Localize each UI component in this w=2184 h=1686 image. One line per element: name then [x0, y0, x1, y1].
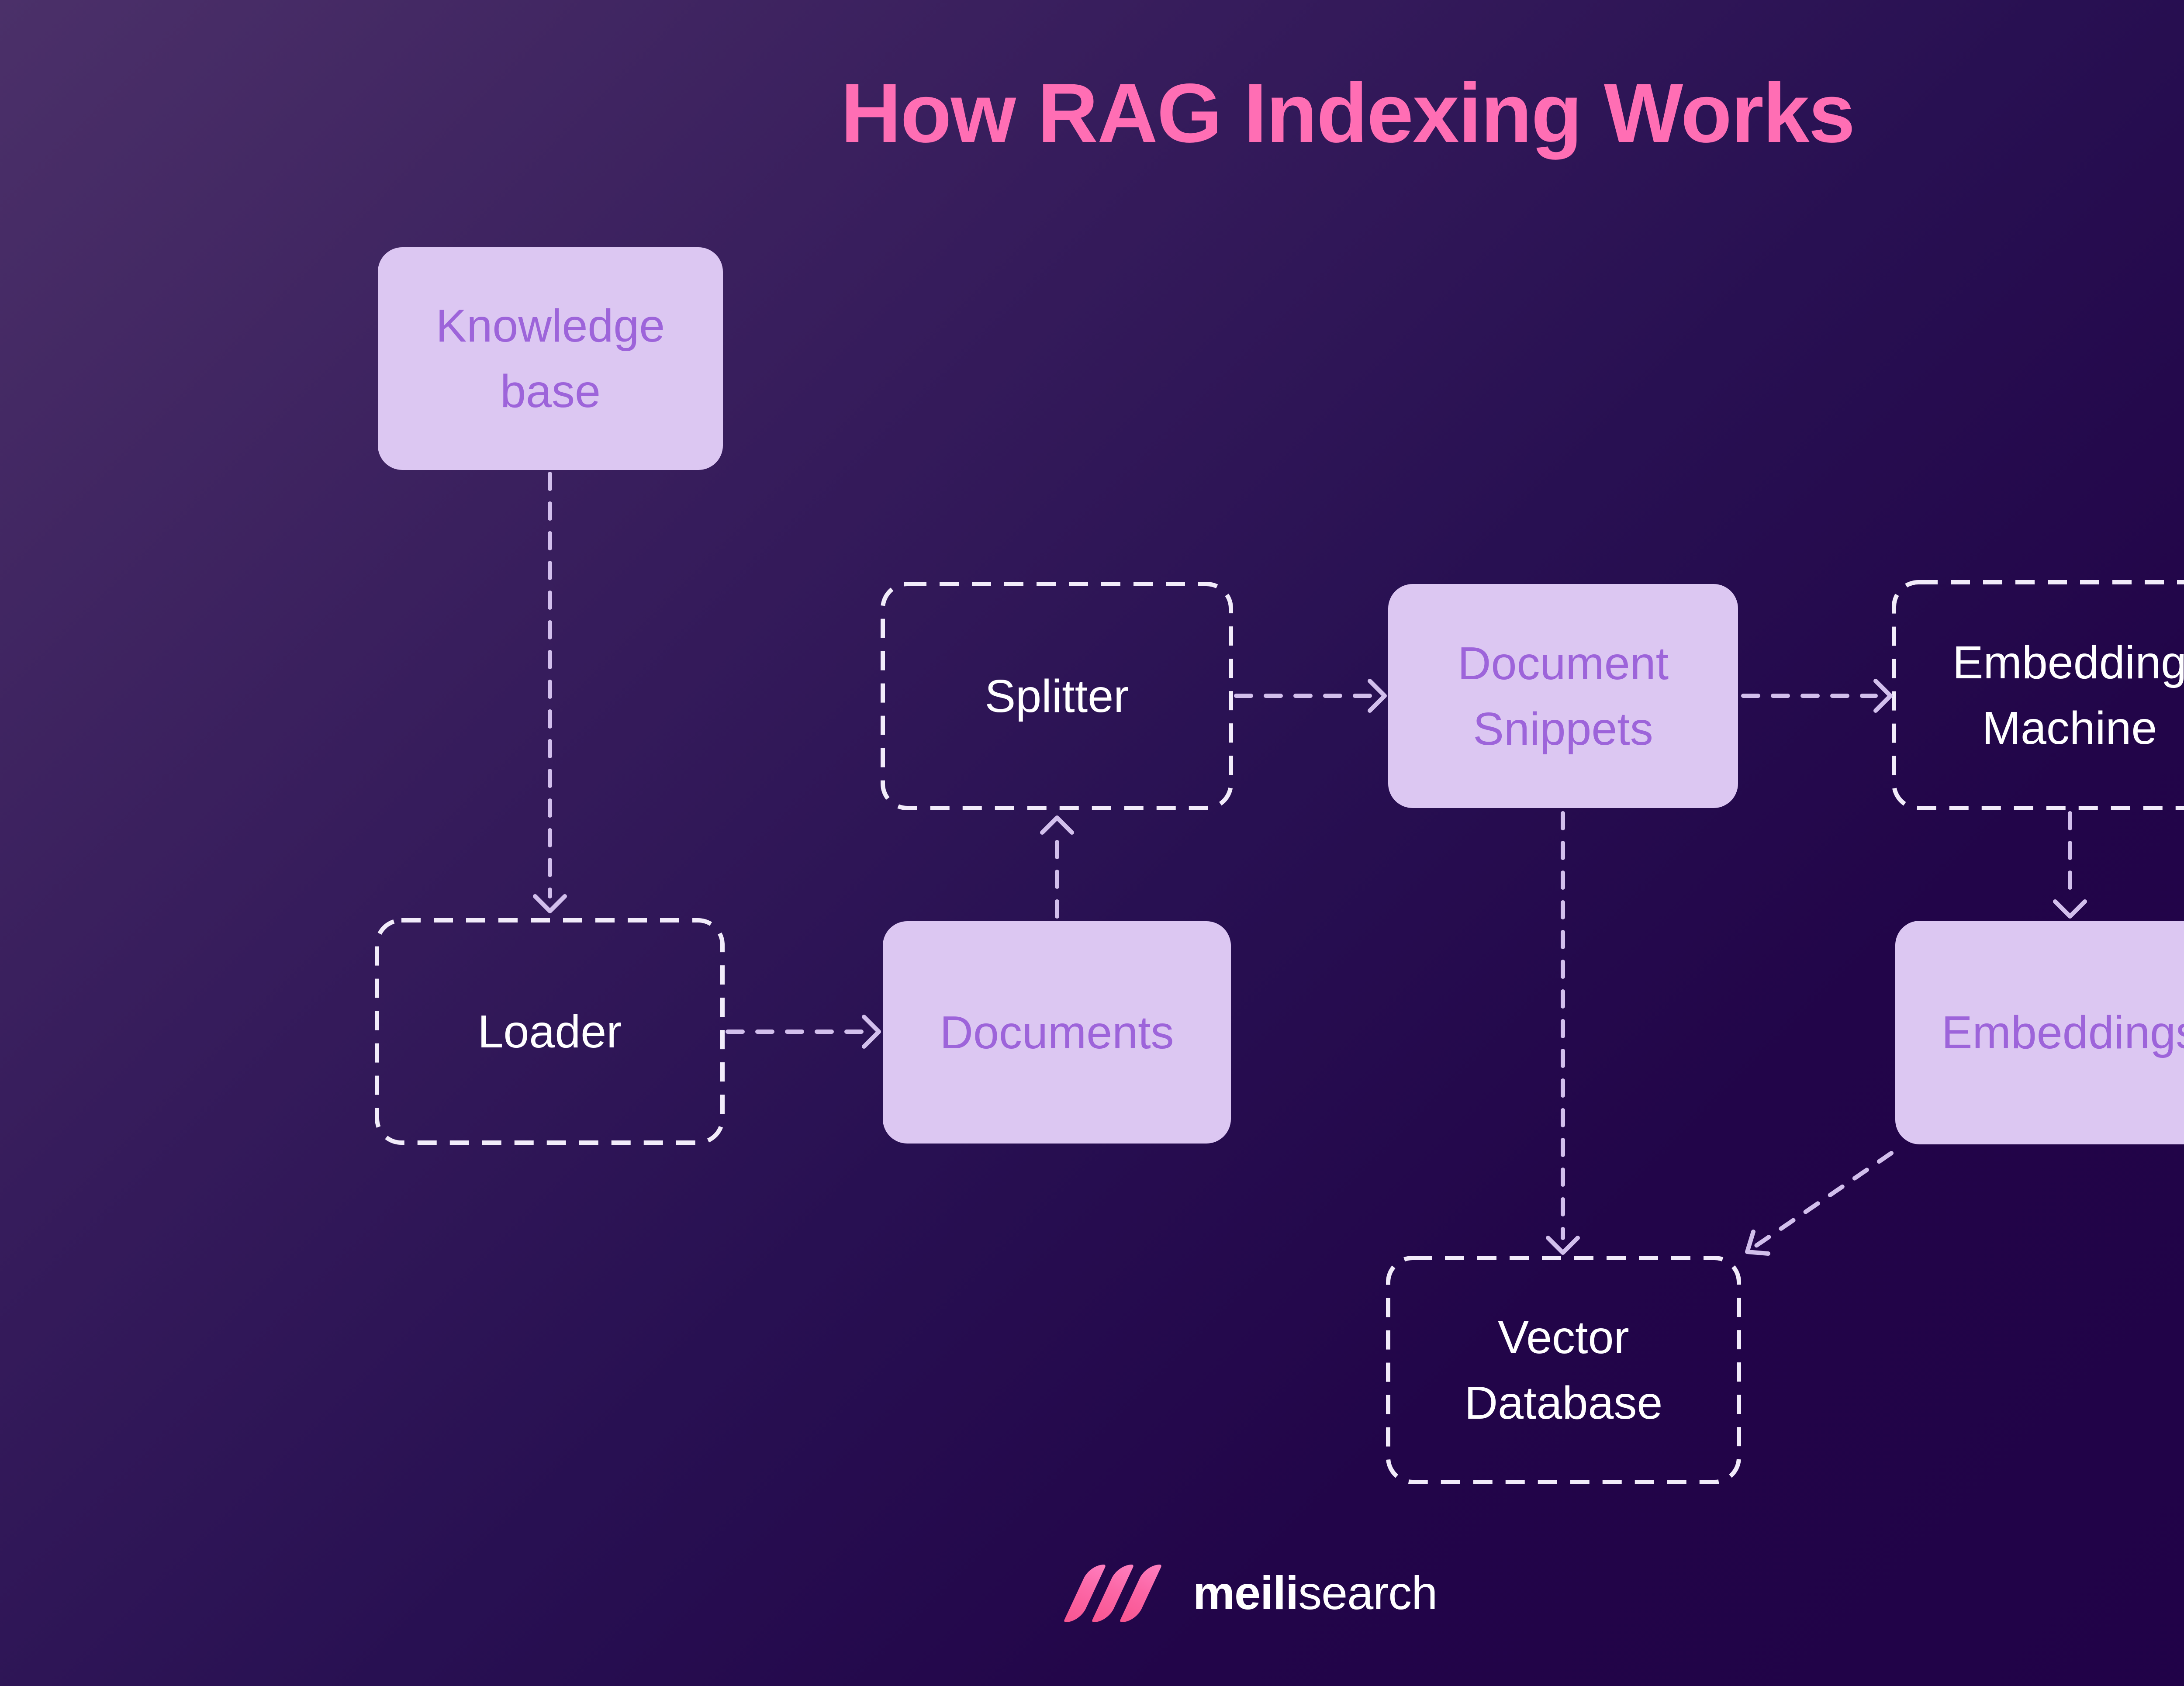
- edge-splitter-to-document-snippets: [1234, 679, 1387, 713]
- meilisearch-wordmark: meili search: [1193, 1565, 1438, 1620]
- node-label: Embedding: [1952, 636, 2184, 688]
- edge-loader-to-documents: [726, 1015, 881, 1049]
- node-label: base: [500, 366, 601, 417]
- node-label: Database: [1464, 1377, 1663, 1429]
- node-label: Splitter: [985, 670, 1129, 722]
- node-embedding-machine: Embedding Machine: [1894, 582, 2184, 808]
- edge-knowledge-base-to-loader: [533, 472, 567, 913]
- node-label: Loader: [477, 1005, 622, 1057]
- dashed-box-splitter: [881, 582, 1233, 810]
- node-vector-database: Vector Database: [1388, 1258, 1739, 1482]
- brand-regular: search: [1298, 1566, 1438, 1619]
- node-document-snippets: Document Snippets: [1388, 584, 1738, 808]
- node-label: Knowledge: [435, 300, 665, 352]
- edge-document-snippets-to-vector-database: [1546, 811, 1580, 1255]
- edge-document-snippets-to-embedding-machine: [1741, 679, 1893, 713]
- node-embeddings: Embeddings: [1895, 921, 2184, 1144]
- edge-documents-to-splitter: [1040, 815, 1074, 919]
- node-label: Machine: [1982, 702, 2157, 754]
- node-label: Embeddings: [1941, 1007, 2184, 1058]
- node-label: Vector: [1498, 1311, 1629, 1363]
- node-label: Document: [1457, 637, 1669, 689]
- meilisearch-logo: meili search: [1063, 1563, 1438, 1622]
- dashed-box-embedding-machine: [1892, 580, 2184, 810]
- edge-embeddings-to-vector-database: [1745, 1151, 1894, 1256]
- page-title: How RAG Indexing Works: [840, 66, 1856, 160]
- dashed-box-vector-database: [1386, 1256, 1741, 1484]
- meilisearch-logo-mark-icon: [1063, 1565, 1162, 1622]
- node-loader: Loader: [377, 920, 722, 1143]
- brand-bold: meili: [1193, 1566, 1299, 1619]
- node-knowledge-base: Knowledge base: [378, 247, 723, 470]
- dashed-box-loader: [375, 918, 725, 1145]
- node-splitter: Splitter: [883, 584, 1231, 808]
- edge-embedding-machine-to-embeddings: [2053, 811, 2087, 919]
- node-label: Snippets: [1473, 703, 1653, 755]
- node-label: Documents: [940, 1006, 1174, 1058]
- node-documents: Documents: [883, 921, 1231, 1144]
